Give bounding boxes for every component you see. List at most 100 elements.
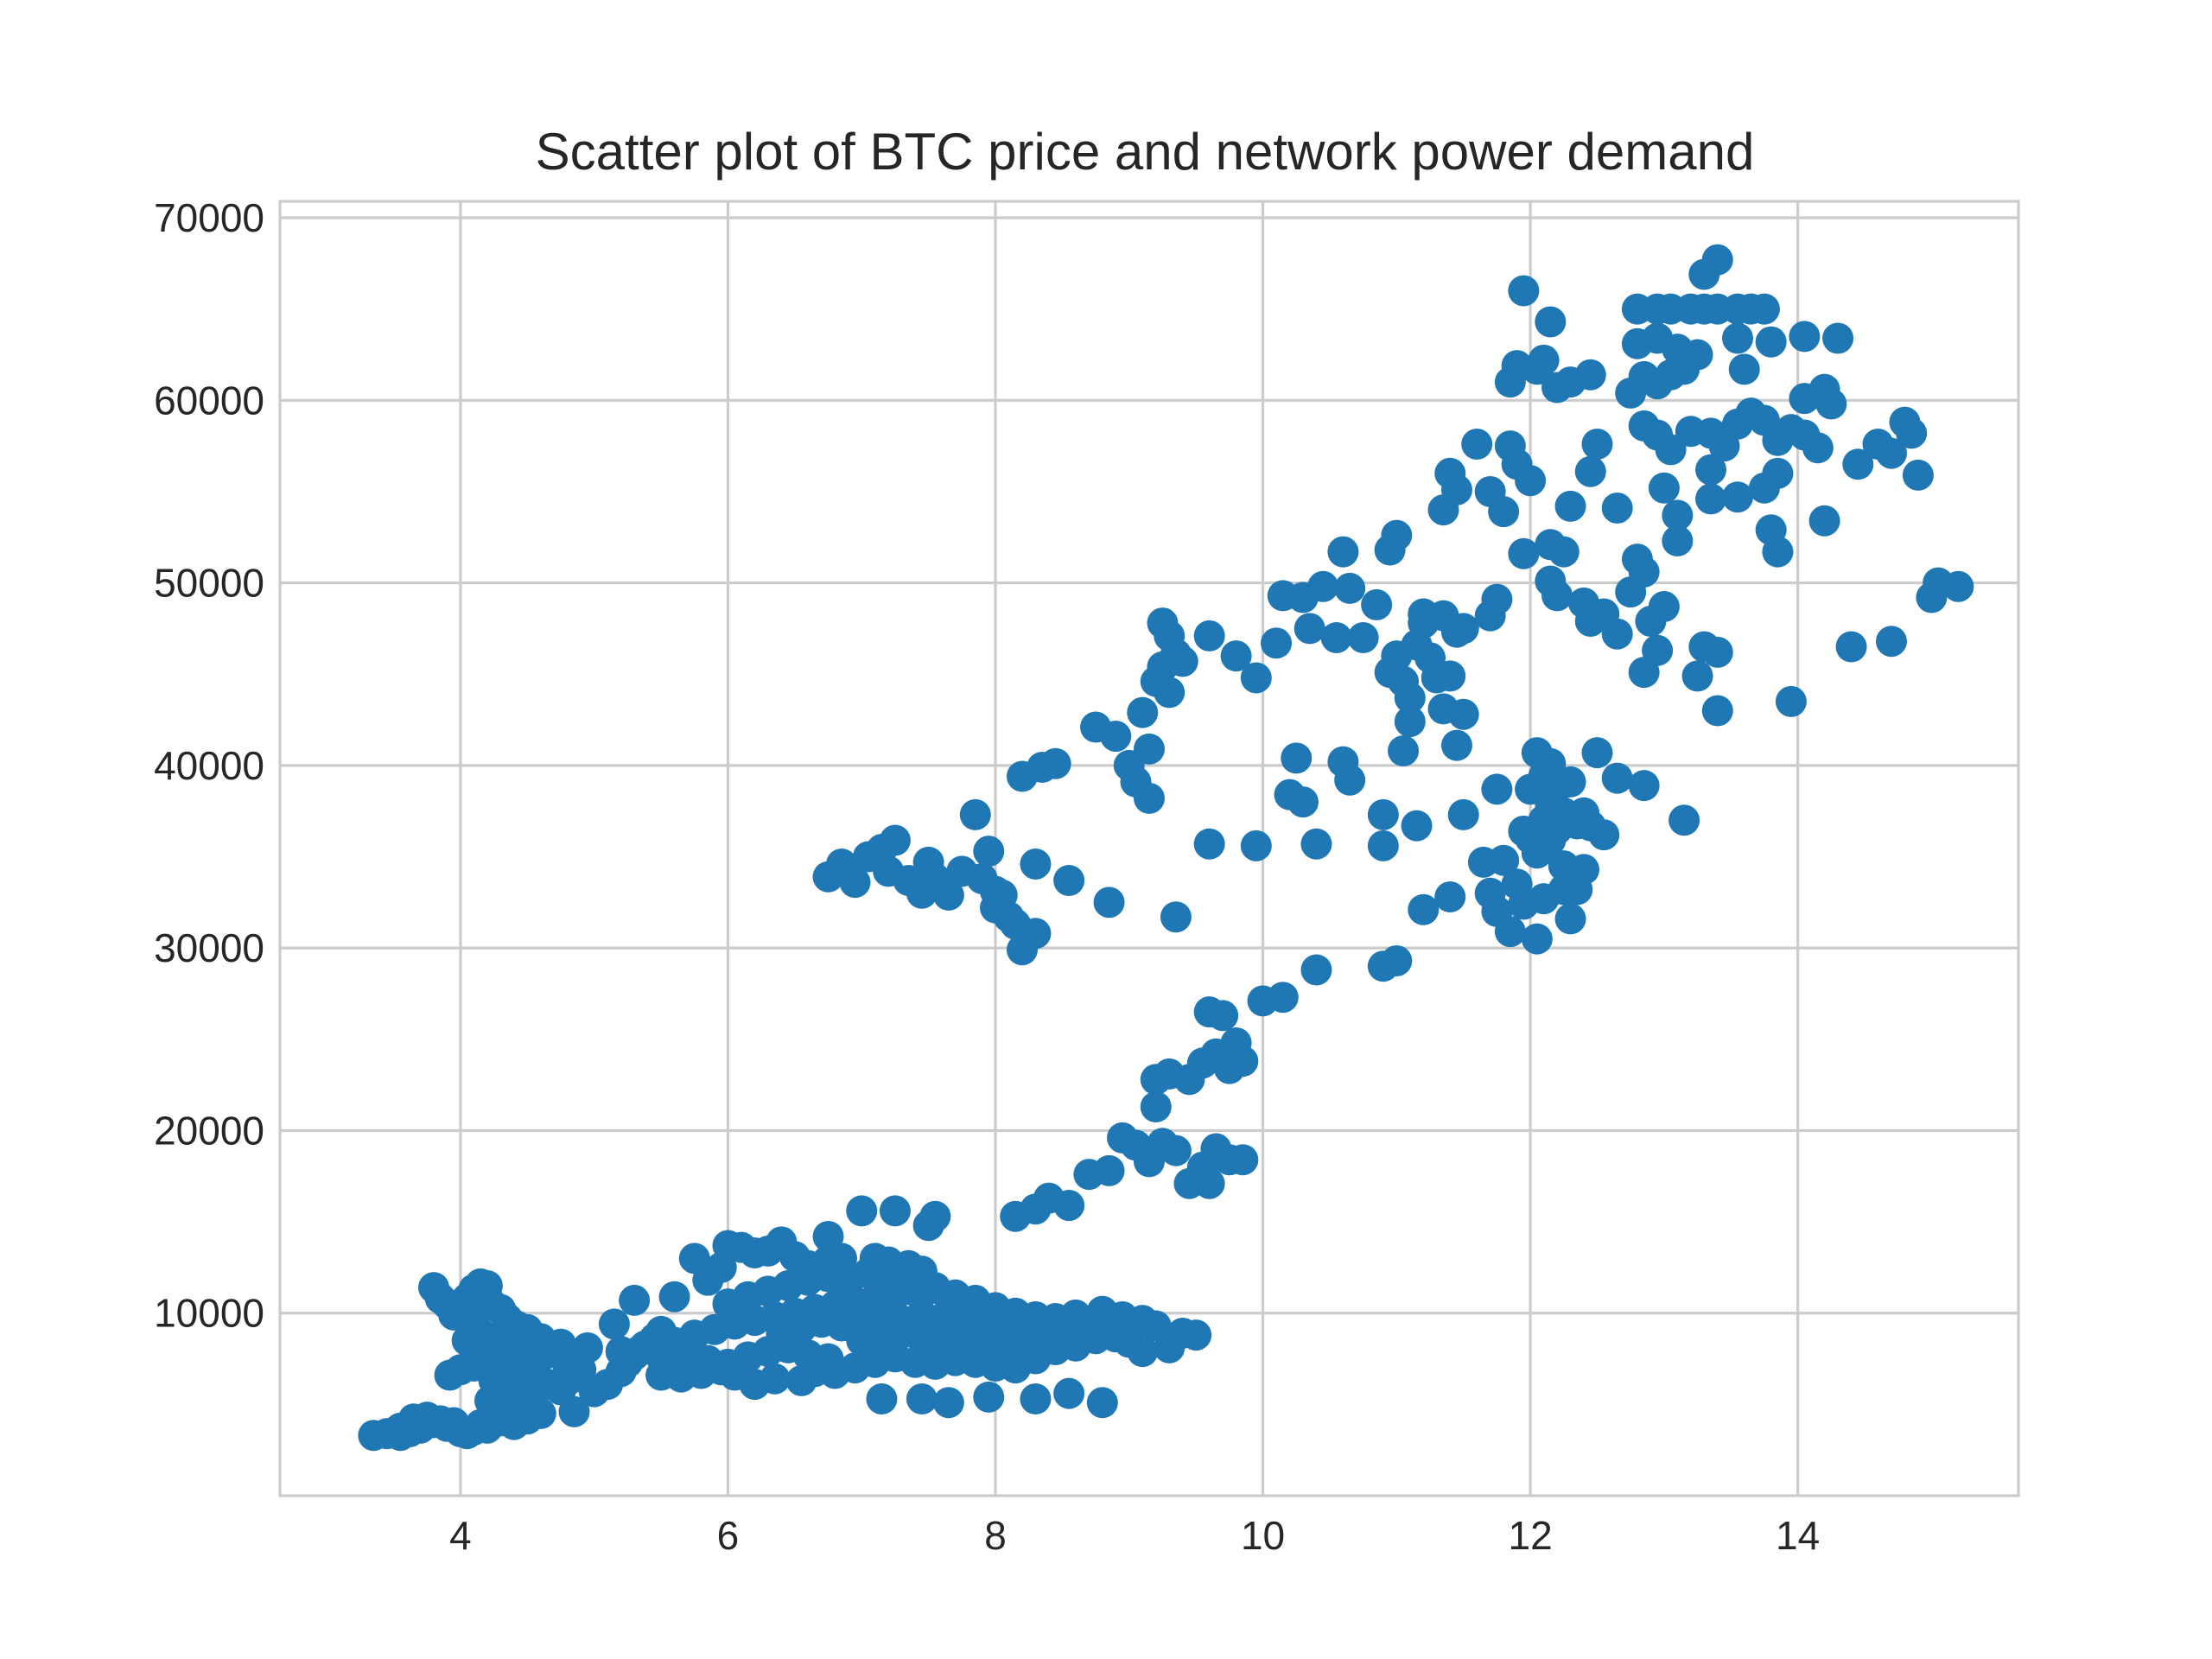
scatter-point <box>1875 626 1907 658</box>
scatter-point <box>1287 786 1319 818</box>
scatter-point <box>1160 1135 1192 1166</box>
scatter-point <box>1066 1315 1098 1347</box>
scatter-point <box>1808 505 1840 537</box>
scatter-point <box>1574 455 1606 487</box>
gridlines <box>280 201 2018 1496</box>
scatter-point <box>1434 660 1466 692</box>
scatter-point <box>1515 465 1547 497</box>
y-tick-label: 70000 <box>154 195 264 240</box>
scatter-point <box>1180 1319 1212 1351</box>
scatter-point <box>1140 1090 1172 1122</box>
scatter-point <box>645 1341 677 1373</box>
scatter-point <box>1467 846 1499 878</box>
scatter-point <box>1086 1387 1118 1419</box>
x-tick-label: 10 <box>1241 1513 1285 1558</box>
scatter-point <box>1681 339 1713 371</box>
scatter-point <box>1621 543 1653 575</box>
scatter-point <box>1020 918 1052 950</box>
scatter-point <box>839 867 871 899</box>
scatter-point <box>1134 782 1165 814</box>
scatter-point <box>1488 496 1520 528</box>
scatter-point <box>1481 583 1513 615</box>
scatter-point <box>812 1343 844 1375</box>
y-tick-label: 60000 <box>154 378 264 423</box>
scatter-point <box>1334 572 1366 604</box>
scatter-point <box>1508 275 1540 307</box>
scatter-point <box>1541 580 1573 612</box>
scatter-point <box>1320 621 1352 653</box>
scatter-point <box>1447 698 1479 730</box>
scatter-point <box>1655 434 1687 466</box>
scatter-point <box>1408 893 1440 925</box>
scatter-point <box>1875 437 1907 469</box>
scatter-point <box>1695 454 1727 486</box>
y-axis-ticks: 10000 20000 30000 40000 50000 60000 70000 <box>154 195 264 1336</box>
scatter-point <box>866 1383 898 1415</box>
scatter-point <box>1447 798 1479 830</box>
scatter-point <box>959 798 991 830</box>
scatter-point <box>1300 954 1332 986</box>
scatter-point <box>1334 764 1366 796</box>
scatter-point <box>1381 519 1413 551</box>
y-tick-label: 30000 <box>154 925 264 970</box>
scatter-point <box>1721 322 1753 354</box>
x-tick-label: 8 <box>984 1513 1007 1558</box>
scatter-point <box>1789 321 1821 353</box>
scatter-point <box>1093 1154 1125 1186</box>
y-tick-label: 50000 <box>154 561 264 606</box>
scatter-point <box>1508 537 1540 569</box>
scatter-point <box>1367 830 1399 861</box>
scatter-point <box>1134 733 1165 765</box>
scatter-point <box>1775 685 1807 717</box>
x-tick-label: 12 <box>1509 1513 1553 1558</box>
x-tick-label: 4 <box>449 1513 472 1558</box>
scatter-point <box>906 1383 938 1415</box>
scatter-point <box>1440 729 1472 761</box>
scatter-point <box>1535 824 1567 856</box>
scatter-point <box>1554 490 1586 522</box>
scatter-point <box>1020 1383 1052 1415</box>
scatter-point <box>1193 828 1225 860</box>
scatter-point <box>1521 923 1553 955</box>
scatter-point <box>1581 429 1613 461</box>
scatter-point <box>1494 916 1526 948</box>
scatter-point <box>1548 536 1580 568</box>
scatter-point <box>1394 706 1426 738</box>
scatter-point <box>1762 457 1794 489</box>
scatter-point <box>1481 773 1513 805</box>
scatter-point <box>1140 1310 1172 1342</box>
y-tick-label: 20000 <box>154 1108 264 1153</box>
scatter-point <box>1662 524 1694 556</box>
scatter-point <box>1367 798 1399 830</box>
scatter-point <box>1648 591 1680 623</box>
scatter-point <box>986 1319 1018 1351</box>
scatter-point <box>1748 293 1780 325</box>
scatter-point <box>1440 474 1472 505</box>
scatter-point <box>1307 570 1339 602</box>
scatter-point <box>554 1363 586 1395</box>
scatter-point <box>1669 804 1700 836</box>
scatter-point <box>1193 1167 1225 1199</box>
chart-title: Scatter plot of BTC price and network po… <box>536 123 1755 181</box>
scatter-point <box>1528 344 1560 376</box>
scatter-point <box>1093 887 1125 918</box>
scatter-point <box>1193 620 1225 652</box>
scatter-point <box>846 1195 878 1227</box>
scatter-point <box>518 1394 550 1426</box>
scatter-point <box>1127 1336 1159 1368</box>
scatter-point <box>1381 944 1413 976</box>
scatter-point <box>1474 877 1506 909</box>
scatter-point <box>1942 570 1974 602</box>
scatter-point <box>879 1195 911 1227</box>
scatter-point <box>1240 662 1272 694</box>
scatter-point <box>1588 819 1620 851</box>
scatter-point <box>1361 588 1393 620</box>
scatter-point <box>1220 640 1252 672</box>
scatter-point <box>1662 499 1694 531</box>
scatter-point <box>1267 982 1299 1014</box>
scatter-point <box>1701 636 1733 668</box>
scatter-point <box>598 1308 630 1340</box>
scatter-point <box>1434 880 1466 912</box>
scatter-point <box>1154 677 1185 709</box>
